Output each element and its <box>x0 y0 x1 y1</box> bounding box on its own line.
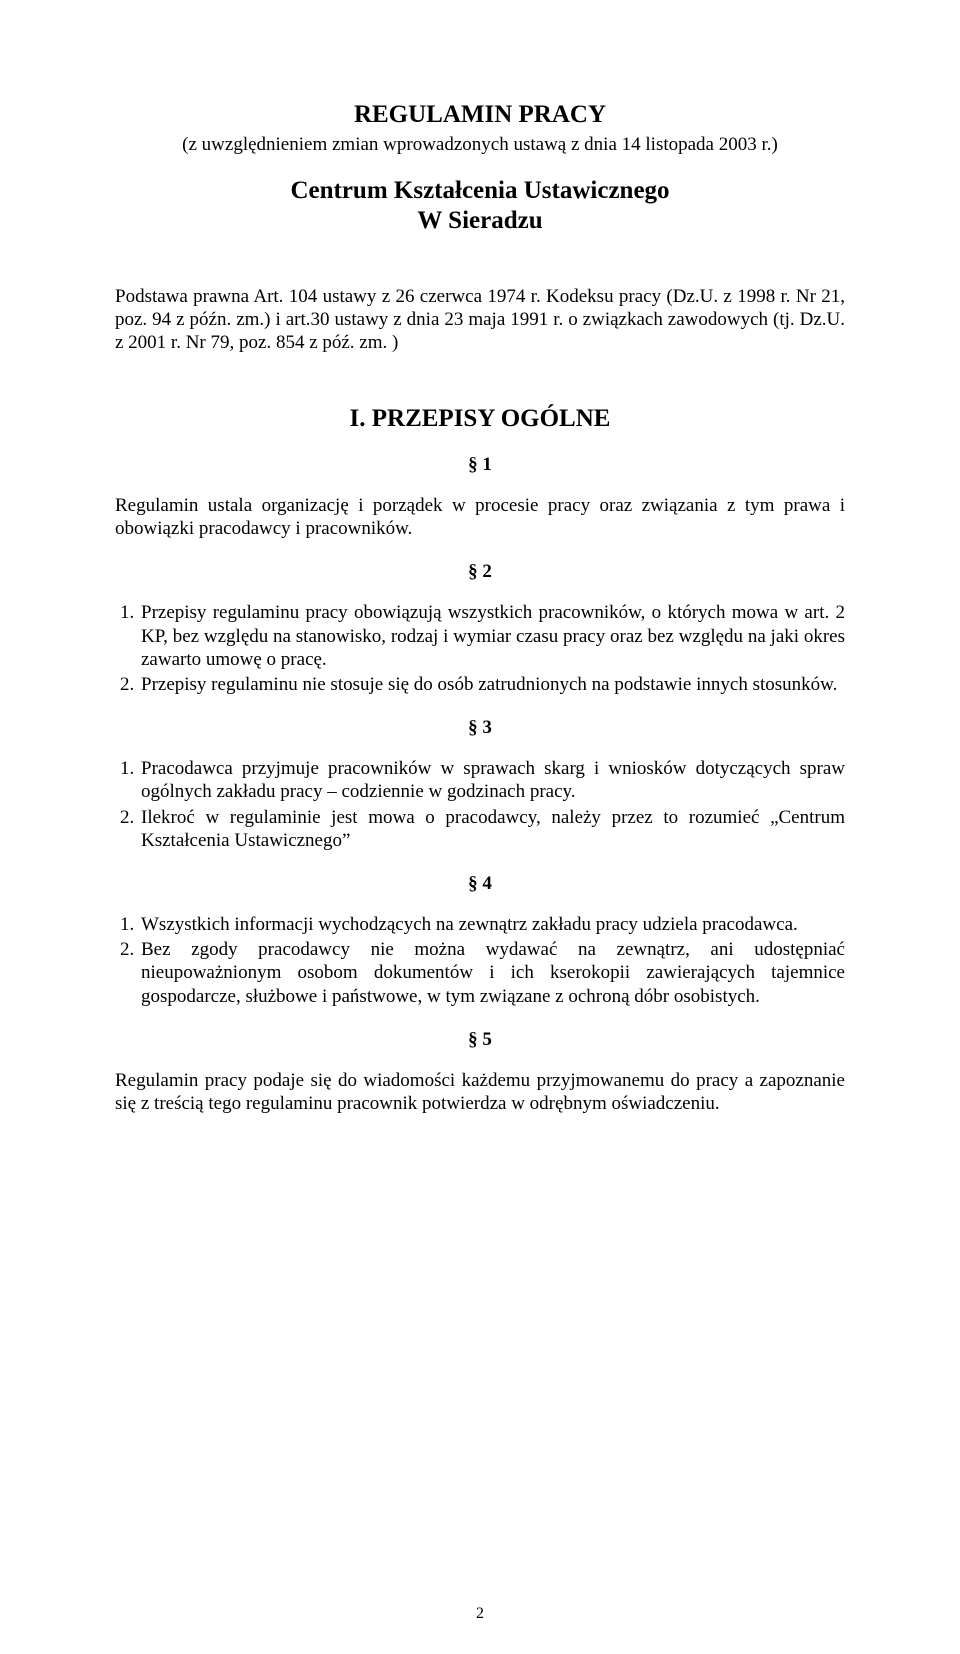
institution-line-1: Centrum Kształcenia Ustawicznego <box>115 176 845 207</box>
doc-title: REGULAMIN PRACY <box>115 100 845 131</box>
document-page: REGULAMIN PRACY (z uwzględnieniem zmian … <box>0 0 960 1654</box>
paragraph-label: § 4 <box>115 872 845 895</box>
paragraph-label: § 1 <box>115 453 845 476</box>
section-heading: I. PRZEPISY OGÓLNE <box>115 404 845 435</box>
spacer <box>115 1010 845 1028</box>
spacer <box>115 435 845 453</box>
legal-basis: Podstawa prawna Art. 104 ustawy z 26 cze… <box>115 285 845 355</box>
spacer <box>115 542 845 560</box>
paragraph-label: § 5 <box>115 1028 845 1051</box>
paragraph-list: Pracodawca przyjmuje pracowników w spraw… <box>115 757 845 852</box>
spacer <box>115 476 845 494</box>
spacer <box>115 237 845 285</box>
paragraph-text: Regulamin pracy podaje się do wiadomości… <box>115 1069 845 1115</box>
list-item: Przepisy regulaminu nie stosuje się do o… <box>139 673 845 696</box>
spacer <box>115 1051 845 1069</box>
spacer <box>115 739 845 757</box>
spacer <box>115 895 845 913</box>
page-number: 2 <box>0 1604 960 1624</box>
list-item: Ilekroć w regulaminie jest mowa o pracod… <box>139 806 845 852</box>
list-item: Bez zgody pracodawcy nie można wydawać n… <box>139 938 845 1008</box>
spacer <box>115 698 845 716</box>
paragraph-label: § 2 <box>115 560 845 583</box>
list-item: Pracodawca przyjmuje pracowników w spraw… <box>139 757 845 803</box>
spacer <box>115 854 845 872</box>
paragraph-label: § 3 <box>115 716 845 739</box>
spacer <box>115 583 845 601</box>
spacer <box>115 356 845 404</box>
paragraph-text: Regulamin ustala organizację i porządek … <box>115 494 845 540</box>
paragraph-list: Przepisy regulaminu pracy obowiązują wsz… <box>115 601 845 696</box>
paragraph-list: Wszystkich informacji wychodzących na ze… <box>115 913 845 1008</box>
list-item: Przepisy regulaminu pracy obowiązują wsz… <box>139 601 845 671</box>
institution-line-2: W Sieradzu <box>115 206 845 237</box>
list-item: Wszystkich informacji wychodzących na ze… <box>139 913 845 936</box>
doc-subtitle: (z uwzględnieniem zmian wprowadzonych us… <box>115 133 845 156</box>
